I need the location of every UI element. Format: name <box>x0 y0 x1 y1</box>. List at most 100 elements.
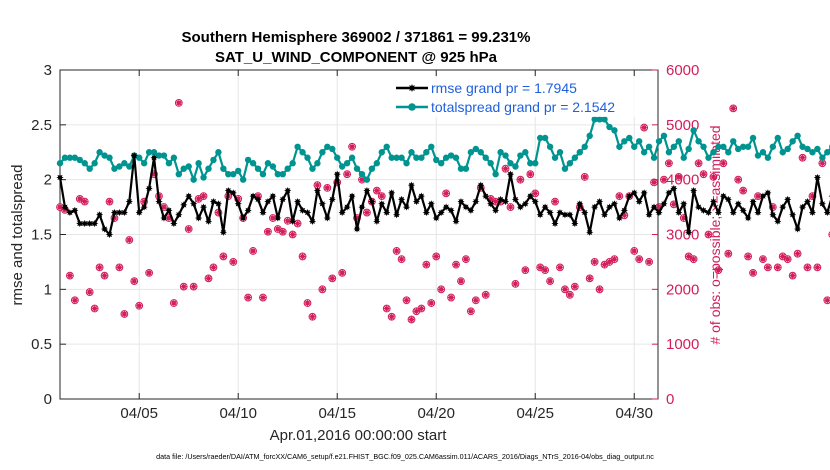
totalspread-point <box>294 143 301 150</box>
rmse-point <box>482 192 490 200</box>
obs-assimilated-point <box>417 304 425 313</box>
rmse-point <box>313 187 322 195</box>
rmse-point <box>224 187 232 195</box>
totalspread-point <box>576 149 583 156</box>
totalspread-point <box>517 152 524 159</box>
obs-assimilated-point <box>105 198 114 206</box>
obs-assimilated-point <box>190 282 198 291</box>
rmse-point <box>769 211 777 219</box>
rmse-point <box>472 198 480 206</box>
obs-assimilated-point <box>813 263 821 271</box>
totalspread-point <box>150 149 158 156</box>
obs-assimilated-point <box>328 274 336 282</box>
obs-assimilated-point <box>437 285 445 293</box>
totalspread-point <box>650 154 658 161</box>
rmse-point <box>363 187 371 195</box>
totalspread-point <box>200 174 207 181</box>
rmse-point <box>378 200 386 208</box>
obs-assimilated-point <box>521 266 529 274</box>
totalspread-point <box>799 143 806 150</box>
obs-assimilated-point <box>660 176 668 184</box>
y-tick-label: 3 <box>44 62 52 79</box>
obs-assimilated-point <box>393 247 401 255</box>
y-tick-label: 2.5 <box>31 117 52 134</box>
rmse-point <box>343 203 351 211</box>
obs-assimilated-point <box>694 159 703 167</box>
obs-assimilated-point <box>734 176 742 184</box>
totalspread-point <box>264 160 272 167</box>
obs-assimilated-point <box>447 293 455 302</box>
rmse-point <box>323 214 331 222</box>
obs-assimilated-point <box>269 214 277 222</box>
rmse-point <box>427 200 435 208</box>
rmse-point <box>442 203 450 211</box>
totalspread-point <box>556 149 564 156</box>
obs-assimilated-point <box>531 189 539 197</box>
obs-assimilated-point <box>388 313 396 321</box>
chart-subtitle: SAT_U_WIND_COMPONENT @ 925 hPa <box>215 49 498 66</box>
obs-assimilated-point <box>704 230 713 239</box>
rmse-point <box>234 200 242 208</box>
obs-assimilated-point <box>774 263 782 271</box>
totalspread-point <box>418 154 425 161</box>
totalspread-point <box>744 143 752 150</box>
rmse-point <box>496 195 505 204</box>
rmse-point <box>576 200 584 208</box>
obs-assimilated-point <box>729 104 737 112</box>
obs-assimilated-point <box>645 258 653 266</box>
rmse-point <box>605 203 614 211</box>
legend-box <box>390 77 656 117</box>
totalspread-point <box>512 163 519 170</box>
rmse-point <box>145 184 153 193</box>
rmse-point <box>571 219 579 228</box>
rmse-point <box>61 203 69 211</box>
obs-assimilated-point <box>378 192 386 200</box>
rmse-point <box>744 214 752 222</box>
totalspread-point <box>86 165 93 172</box>
rmse-point <box>526 192 534 200</box>
totalspread-point <box>759 149 767 156</box>
totalspread-point <box>314 160 321 167</box>
rmse-point <box>219 228 227 236</box>
obs-assimilated-point <box>472 296 480 304</box>
rmse-point <box>81 219 89 228</box>
totalspread-point <box>734 145 742 153</box>
rmse-point <box>699 206 708 214</box>
obs-assimilated-point <box>630 247 638 255</box>
totalspread-point <box>819 154 826 161</box>
totalspread-point <box>457 165 465 172</box>
rmse-point <box>338 208 346 217</box>
totalspread-point <box>561 165 569 172</box>
rmse-point <box>294 198 302 206</box>
totalspread-point <box>551 154 559 161</box>
totalspread-point <box>492 170 499 178</box>
totalspread-point <box>601 116 608 123</box>
obs-assimilated-point <box>665 159 673 167</box>
rmse-point <box>417 192 425 200</box>
rmse-point <box>244 206 252 214</box>
obs-assimilated-point <box>789 272 797 280</box>
totalspread-point <box>606 123 613 131</box>
totalspread-point <box>101 152 108 159</box>
rmse-point <box>368 198 376 206</box>
obs-assimilated-point <box>91 304 99 313</box>
rmse-point <box>308 217 317 225</box>
obs-assimilated-point <box>699 170 708 178</box>
obs-assimilated-point <box>185 225 193 233</box>
totalspread-point <box>180 165 187 172</box>
totalspread-point <box>254 165 262 172</box>
rmse-point <box>541 203 549 211</box>
totalspread-point <box>690 127 697 134</box>
totalspread-point <box>749 134 757 142</box>
rmse-point <box>754 208 762 217</box>
obs-assimilated-point <box>794 250 802 258</box>
obs-assimilated-point <box>690 255 698 263</box>
totalspread-point <box>76 156 84 164</box>
rmse-point <box>407 181 416 189</box>
obs-assimilated-point <box>397 255 406 263</box>
rmse-series <box>56 151 830 239</box>
rmse-point <box>259 208 267 217</box>
totalspread-point <box>353 165 361 172</box>
totalspread-point <box>660 132 668 139</box>
